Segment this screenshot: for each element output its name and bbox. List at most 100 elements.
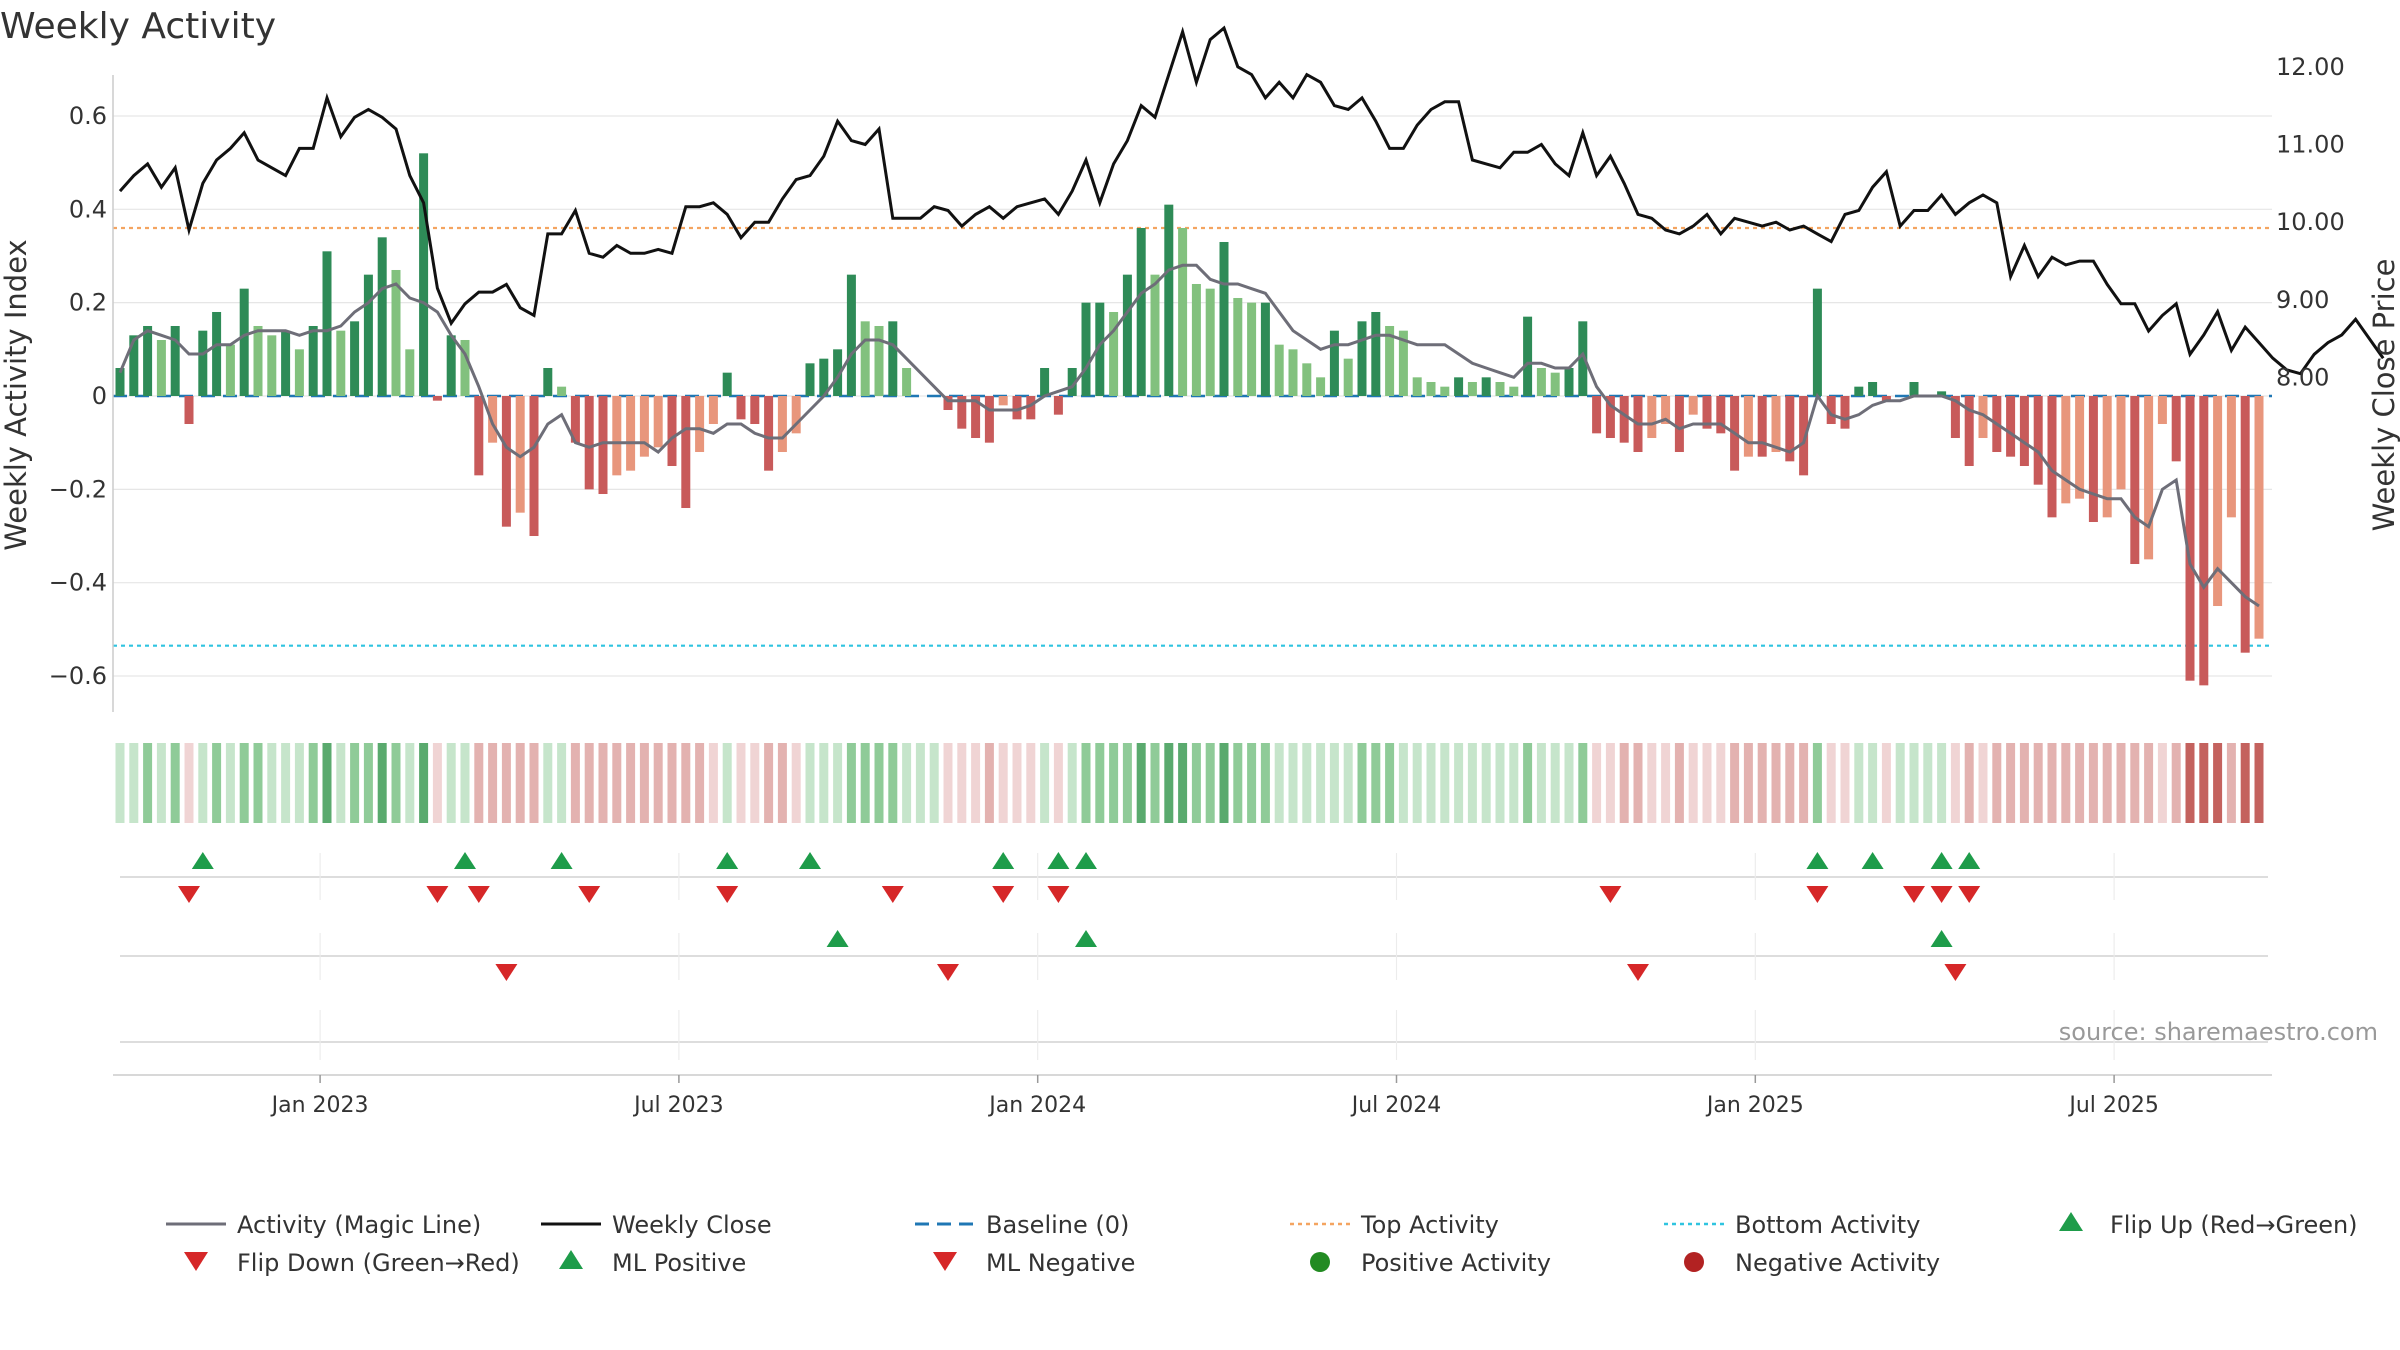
activity-bar: [1247, 302, 1257, 396]
strip-cell: [1122, 743, 1132, 823]
activity-bar: [1674, 396, 1684, 453]
strip-cell: [529, 743, 539, 823]
strip-cell: [612, 743, 622, 823]
activity-bar: [681, 396, 691, 509]
strip-cell: [1674, 743, 1684, 823]
ml-negative-marker: [937, 964, 959, 981]
activity-bar: [1785, 396, 1795, 462]
activity-bar: [543, 367, 553, 396]
source-label: source: sharemaestro.com: [2059, 1018, 2378, 1046]
legend-label-baseline: Baseline (0): [986, 1211, 1129, 1239]
strip-cell: [2088, 743, 2098, 823]
activity-bar: [2240, 396, 2250, 653]
activity-bar: [281, 330, 291, 396]
activity-bar: [1288, 349, 1298, 396]
activity-bar: [2088, 396, 2098, 523]
activity-bar: [957, 396, 967, 429]
activity-bar: [1412, 377, 1422, 396]
strip-cell: [2006, 743, 2016, 823]
strip-cell: [902, 743, 912, 823]
flip-down-marker: [881, 886, 904, 903]
activity-bar: [1592, 396, 1602, 434]
strip-cell: [626, 743, 636, 823]
strip-cell: [1950, 743, 1960, 823]
activity-bar: [129, 335, 139, 396]
strip-cell: [846, 743, 856, 823]
flip-down-marker: [467, 886, 490, 903]
left-tick-label: −0.6: [49, 662, 107, 690]
strip-cell: [1730, 743, 1740, 823]
strip-cell: [1964, 743, 1974, 823]
legend-label-ml-positive: ML Positive: [612, 1249, 746, 1277]
legend-item-magic-line: Activity (Magic Line): [166, 1211, 481, 1239]
strip-cell: [1288, 743, 1298, 823]
strip-cell: [391, 743, 401, 823]
strip-cell: [1012, 743, 1022, 823]
strip-cell: [874, 743, 884, 823]
legend-item-flip-up: Flip Up (Red→Green): [2059, 1211, 2358, 1239]
strip-cell: [1454, 743, 1464, 823]
activity-bar: [1026, 396, 1036, 420]
activity-bar: [170, 325, 180, 396]
strip-cell: [1605, 743, 1615, 823]
strip-cell: [1302, 743, 1312, 823]
strip-cell: [2102, 743, 2112, 823]
activity-bar: [1191, 283, 1201, 396]
activity-bar: [846, 274, 856, 396]
activity-bar: [212, 311, 222, 396]
left-tick-label: 0: [92, 382, 107, 410]
activity-bar: [1854, 386, 1864, 396]
flip-up-marker: [716, 852, 739, 869]
activity-bar: [2033, 396, 2043, 485]
strip-cell: [129, 743, 139, 823]
legend-item-ml-negative: ML Negative: [933, 1249, 1135, 1277]
activity-bar: [1302, 363, 1312, 396]
ml-negative-marker: [1944, 964, 1967, 981]
strip-cell: [501, 743, 511, 823]
strip-cell: [1343, 743, 1353, 823]
activity-bar: [2006, 396, 2016, 457]
ml-positive-marker: [1075, 930, 1097, 947]
strip-cell: [377, 743, 387, 823]
right-tick-label: 9.00: [2276, 286, 2329, 314]
activity-bar: [474, 396, 484, 476]
activity-bar: [267, 335, 277, 396]
strip-cell: [225, 743, 235, 823]
strip-cell: [1136, 743, 1146, 823]
event-rows: [120, 852, 2268, 1060]
right-axis-label: Weekly Close Price: [2367, 259, 2400, 532]
legend-item-baseline: Baseline (0): [915, 1211, 1129, 1239]
activity-bar: [143, 325, 153, 396]
strip-cell: [2226, 743, 2236, 823]
flip-up-marker: [1075, 852, 1097, 869]
left-axis-label: Weekly Activity Index: [0, 239, 33, 550]
strip-cell: [1633, 743, 1643, 823]
legend-swatch-ml-negative: [933, 1252, 957, 1271]
activity-bar: [1647, 396, 1657, 439]
strip-cell: [1191, 743, 1201, 823]
strip-cell: [1550, 743, 1560, 823]
strip-cell: [419, 743, 429, 823]
activity-bar: [184, 396, 194, 425]
activity-bar: [1826, 396, 1836, 425]
activity-bar: [1122, 274, 1132, 396]
x-tick-label: Jan 2025: [1705, 1093, 1804, 1118]
flip-up-marker: [1930, 852, 1953, 869]
activity-bar: [1219, 241, 1229, 396]
activity-bar: [1426, 381, 1436, 396]
left-axis-ticks: 0.6 0.4 0.2 0 −0.2 −0.4 −0.6: [49, 102, 107, 690]
legend-item-positive-activity: Positive Activity: [1310, 1249, 1551, 1277]
strip-cell: [1371, 743, 1381, 823]
legend-item-negative-activity: Negative Activity: [1684, 1249, 1940, 1277]
flip-down-marker: [1599, 886, 1622, 903]
strip-cell: [681, 743, 691, 823]
activity-bar: [764, 396, 774, 471]
legend-item-ml-positive: ML Positive: [559, 1249, 746, 1277]
strip-cell: [281, 743, 291, 823]
activity-bar: [1564, 367, 1574, 396]
activity-bar: [1757, 396, 1767, 457]
activity-bar: [2254, 396, 2264, 639]
activity-bar: [225, 344, 235, 396]
activity-bar: [446, 335, 456, 396]
strip-cell: [336, 743, 346, 823]
